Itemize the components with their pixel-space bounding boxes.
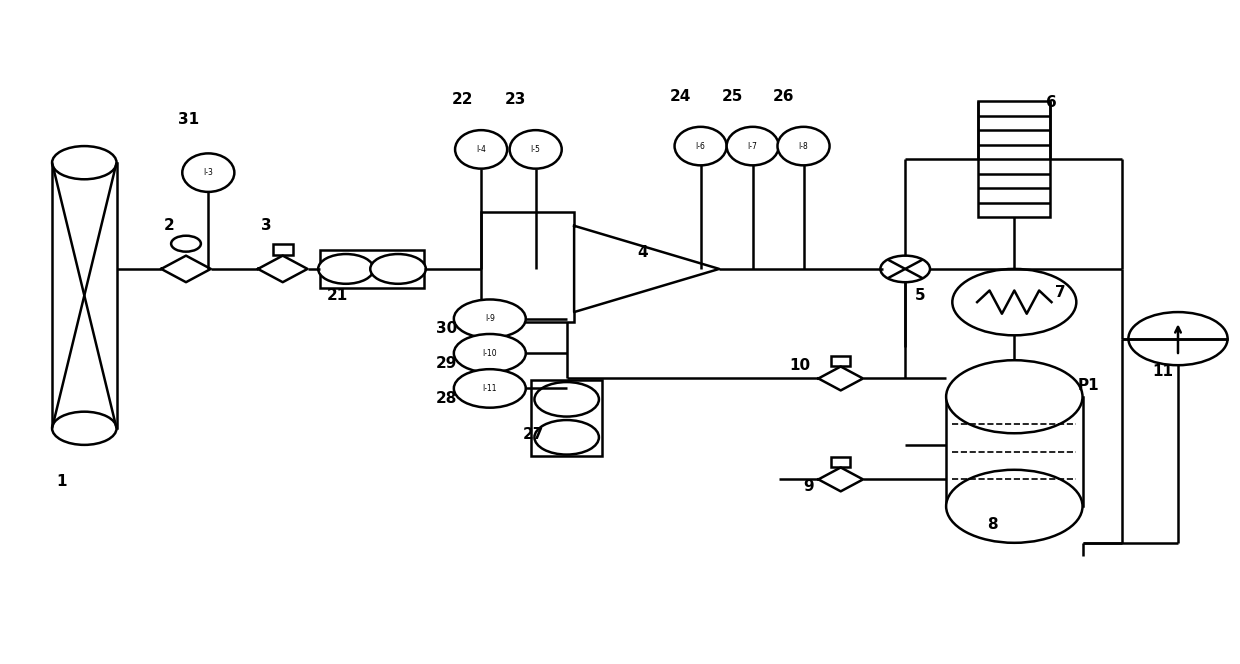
Bar — [832, 457, 851, 467]
Text: 9: 9 — [804, 479, 813, 493]
Text: 29: 29 — [435, 356, 458, 371]
Circle shape — [534, 420, 599, 455]
Text: I-11: I-11 — [482, 384, 497, 393]
Bar — [320, 250, 424, 288]
Circle shape — [319, 254, 373, 284]
Ellipse shape — [52, 412, 117, 445]
Text: 30: 30 — [435, 321, 458, 336]
Text: I-3: I-3 — [203, 168, 213, 177]
Bar — [978, 102, 1050, 218]
Text: 23: 23 — [505, 92, 527, 107]
Text: 4: 4 — [637, 245, 647, 260]
Ellipse shape — [727, 127, 779, 165]
Text: I-4: I-4 — [476, 145, 486, 154]
Text: I-8: I-8 — [799, 141, 808, 151]
Ellipse shape — [455, 130, 507, 169]
Circle shape — [454, 369, 526, 408]
Circle shape — [1128, 312, 1228, 365]
Circle shape — [171, 236, 201, 252]
Text: 10: 10 — [789, 358, 811, 373]
Circle shape — [371, 254, 425, 284]
Text: 26: 26 — [773, 89, 795, 104]
Ellipse shape — [777, 127, 830, 165]
Text: 2: 2 — [164, 218, 174, 233]
Text: I-5: I-5 — [531, 145, 541, 154]
Bar — [52, 163, 117, 428]
Bar — [832, 356, 851, 366]
Text: 24: 24 — [670, 89, 692, 104]
Ellipse shape — [510, 130, 562, 169]
Circle shape — [454, 334, 526, 373]
Text: 28: 28 — [435, 391, 458, 406]
Bar — [273, 244, 293, 255]
Circle shape — [952, 269, 1076, 335]
Ellipse shape — [52, 146, 117, 179]
Polygon shape — [574, 226, 719, 312]
Text: 31: 31 — [177, 112, 200, 127]
Text: 3: 3 — [262, 218, 272, 233]
Text: 27: 27 — [522, 428, 544, 442]
Polygon shape — [258, 256, 308, 282]
Text: I-7: I-7 — [748, 141, 758, 151]
Text: 11: 11 — [1153, 365, 1173, 379]
Circle shape — [534, 382, 599, 416]
Text: 21: 21 — [326, 288, 348, 303]
Text: P1: P1 — [1078, 378, 1100, 392]
Polygon shape — [161, 256, 211, 282]
Text: 6: 6 — [1047, 96, 1056, 110]
Circle shape — [454, 299, 526, 338]
Ellipse shape — [182, 153, 234, 192]
Ellipse shape — [946, 360, 1083, 433]
Text: I-10: I-10 — [482, 349, 497, 358]
Text: 25: 25 — [722, 89, 744, 104]
Bar — [481, 212, 574, 322]
Text: I-6: I-6 — [696, 141, 706, 151]
Bar — [531, 380, 603, 456]
Circle shape — [880, 256, 930, 282]
Polygon shape — [818, 467, 863, 491]
Text: 7: 7 — [1055, 285, 1065, 299]
Ellipse shape — [675, 127, 727, 165]
Text: 22: 22 — [451, 92, 474, 107]
Text: I-9: I-9 — [485, 314, 495, 323]
Ellipse shape — [946, 470, 1083, 543]
Text: 8: 8 — [987, 517, 997, 532]
Polygon shape — [818, 367, 863, 390]
Text: 1: 1 — [57, 474, 67, 489]
Text: 5: 5 — [915, 288, 925, 303]
Bar — [946, 397, 1083, 507]
